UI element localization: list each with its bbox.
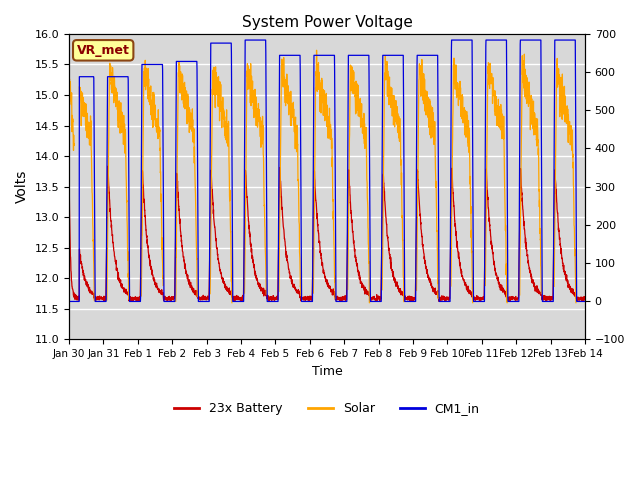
Y-axis label: Volts: Volts (15, 170, 29, 204)
Text: VR_met: VR_met (77, 44, 130, 57)
X-axis label: Time: Time (312, 365, 342, 378)
Title: System Power Voltage: System Power Voltage (241, 15, 412, 30)
Legend: 23x Battery, Solar, CM1_in: 23x Battery, Solar, CM1_in (169, 397, 484, 420)
